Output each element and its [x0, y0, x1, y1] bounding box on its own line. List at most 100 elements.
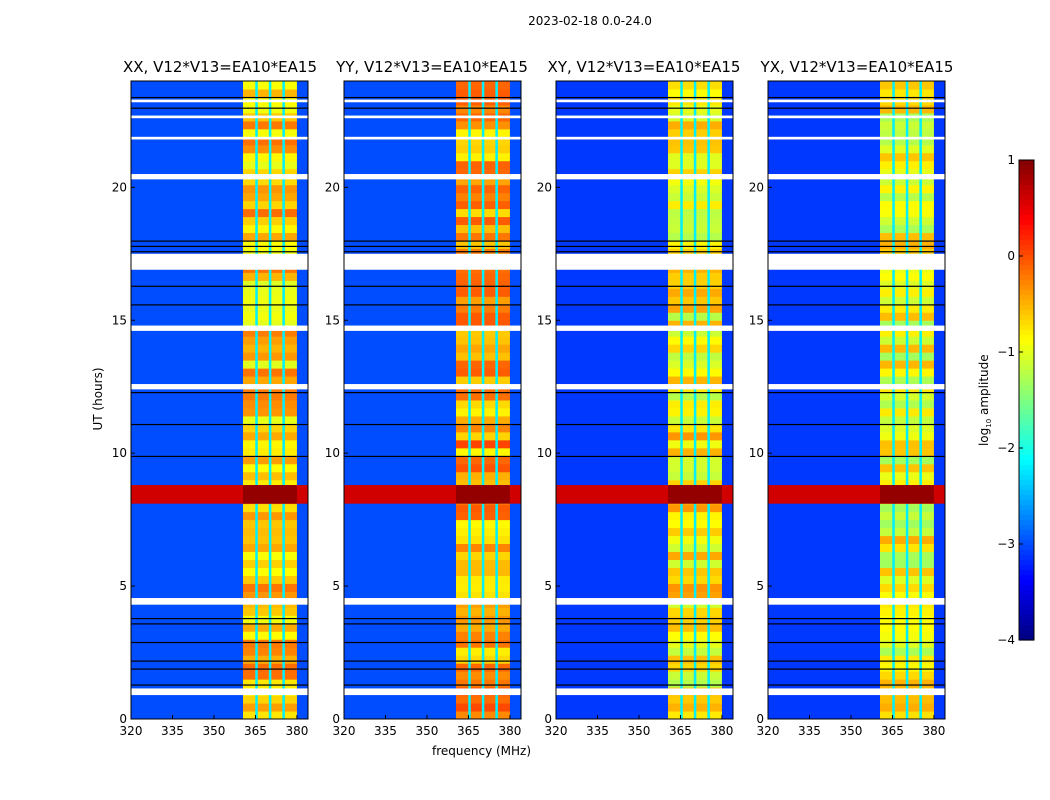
dark-line [768, 240, 945, 242]
flagged-row [768, 115, 945, 119]
flagged-row [768, 136, 945, 140]
broadband-burst-core [668, 485, 722, 504]
broadband-burst-core [243, 485, 297, 504]
dark-line [556, 623, 733, 625]
dark-line [768, 96, 945, 99]
colorbar-segment [1019, 205, 1034, 211]
colorbar-segment [1019, 620, 1034, 626]
dark-line [768, 107, 945, 109]
flagged-row [131, 325, 308, 331]
dark-line [556, 684, 733, 686]
y-tick-label: 10 [112, 446, 127, 460]
dark-line [344, 245, 521, 248]
dark-line [131, 392, 308, 394]
y-tick-label: 10 [325, 446, 340, 460]
flagged-row [556, 174, 733, 180]
colorbar-segment [1019, 250, 1034, 256]
panel-title-xx: XX, V12*V13=EA10*EA15 [122, 58, 317, 76]
colorbar-segment [1019, 610, 1034, 616]
dark-line [131, 641, 308, 644]
colorbar-segment [1019, 510, 1034, 516]
colorbar-segment [1019, 375, 1034, 381]
colorbar-segment [1019, 235, 1034, 241]
x-tick-label: 335 [374, 724, 397, 738]
dark-line [768, 285, 945, 287]
x-axis-label: frequency (MHz) [432, 744, 532, 758]
colorbar-segment [1019, 230, 1034, 236]
figure-title: 2023-02-18 0.0-24.0 [528, 14, 652, 28]
dark-line [556, 641, 733, 644]
dark-line [344, 684, 521, 686]
dark-line [131, 684, 308, 686]
dark-line [556, 617, 733, 620]
colorbar-tick-label: −1 [997, 345, 1015, 359]
dark-line [344, 392, 521, 394]
colorbar-segment [1019, 475, 1034, 481]
rfi-subband-gap [268, 81, 272, 719]
flagged-row [131, 598, 308, 605]
dark-line [131, 668, 308, 670]
dark-line [344, 285, 521, 287]
flagged-row [768, 174, 945, 180]
panel-frame [343, 80, 522, 720]
dark-line [556, 668, 733, 670]
colorbar-segment [1019, 165, 1034, 171]
dark-line [131, 251, 308, 253]
colorbar-segment [1019, 370, 1034, 376]
rfi-subband-gap [468, 81, 471, 719]
colorbar-segment [1019, 560, 1034, 566]
rfi-subband-gap [495, 81, 498, 719]
colorbar-segment [1019, 490, 1034, 496]
dark-line [768, 641, 945, 644]
x-tick-label: 335 [798, 724, 821, 738]
colorbar-segment [1019, 555, 1034, 561]
colorbar-segment [1019, 435, 1034, 441]
colorbar-segment [1019, 425, 1034, 431]
colorbar-segment [1019, 195, 1034, 201]
y-tick-label: 0 [332, 712, 340, 726]
colorbar-segment [1019, 455, 1034, 461]
y-tick-label: 0 [756, 712, 764, 726]
dark-line [131, 455, 308, 458]
x-tick-label: 320 [757, 724, 780, 738]
colorbar-segment [1019, 350, 1034, 356]
flagged-row [768, 253, 945, 270]
colorbar-segment [1019, 625, 1034, 631]
y-tick-label: 5 [119, 579, 127, 593]
flagged-row [344, 384, 521, 390]
y-tick-label: 15 [537, 313, 552, 327]
y-tick-label: 5 [332, 579, 340, 593]
dark-line [344, 96, 521, 99]
colorbar-segment [1019, 495, 1034, 501]
x-tick-label: 380 [498, 724, 521, 738]
flagged-row [556, 598, 733, 605]
colorbar-segment [1019, 420, 1034, 426]
dark-line [344, 660, 521, 662]
dark-line [768, 668, 945, 670]
colorbar-segment [1019, 160, 1034, 166]
colorbar-segment [1019, 635, 1034, 641]
colorbar-segment [1019, 415, 1034, 421]
y-tick-label: 10 [537, 446, 552, 460]
colorbar-segment [1019, 550, 1034, 556]
colorbar-segment [1019, 270, 1034, 276]
flagged-row [344, 136, 521, 140]
rfi-subband-gap [282, 81, 285, 719]
flagged-row [344, 688, 521, 696]
colorbar-segment [1019, 540, 1034, 546]
colorbar-segment [1019, 515, 1034, 521]
y-tick-label: 20 [749, 180, 764, 194]
dark-line [556, 423, 733, 426]
rfi-subband-gap [481, 81, 485, 719]
colorbar-segment [1019, 580, 1034, 586]
flagged-row [131, 99, 308, 103]
colorbar-tick-label: −2 [997, 441, 1015, 455]
dark-line [768, 623, 945, 625]
colorbar-segment [1019, 190, 1034, 196]
flagged-row [131, 136, 308, 140]
colorbar-segment [1019, 450, 1034, 456]
dark-line [556, 660, 733, 662]
colorbar-segment [1019, 225, 1034, 231]
dark-line [131, 660, 308, 662]
